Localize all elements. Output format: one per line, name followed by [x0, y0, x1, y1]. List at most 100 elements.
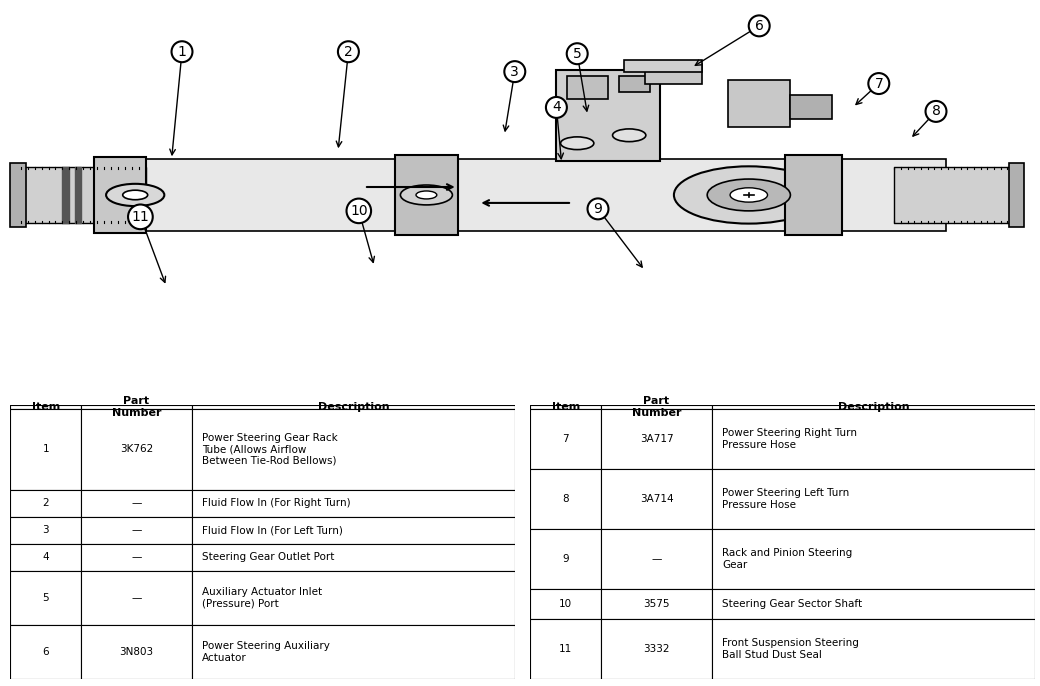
- Bar: [81, 517, 192, 544]
- Bar: [601, 619, 712, 679]
- Text: 11: 11: [560, 644, 572, 654]
- Bar: [81, 405, 192, 409]
- Bar: [601, 529, 712, 589]
- Text: 8: 8: [932, 104, 940, 119]
- Bar: [192, 490, 515, 517]
- FancyBboxPatch shape: [21, 167, 146, 223]
- Text: 11: 11: [131, 210, 150, 224]
- Text: —: —: [131, 552, 141, 563]
- Text: Steering Gear Outlet Port: Steering Gear Outlet Port: [202, 552, 335, 563]
- Circle shape: [613, 129, 646, 141]
- FancyBboxPatch shape: [395, 155, 458, 235]
- Circle shape: [561, 137, 594, 150]
- Text: Item: Item: [551, 402, 580, 412]
- Text: 5: 5: [43, 593, 49, 603]
- Text: 9: 9: [563, 554, 569, 564]
- Bar: [530, 469, 601, 529]
- FancyBboxPatch shape: [728, 80, 790, 128]
- Circle shape: [400, 185, 452, 205]
- Circle shape: [123, 190, 148, 200]
- Text: —: —: [131, 525, 141, 536]
- Bar: [712, 469, 1035, 529]
- Text: 1: 1: [178, 45, 186, 59]
- Bar: [81, 625, 192, 679]
- Text: 3: 3: [511, 64, 519, 79]
- Text: Part
Number: Part Number: [111, 396, 161, 418]
- Text: Power Steering Auxiliary
Actuator: Power Steering Auxiliary Actuator: [202, 641, 330, 663]
- FancyBboxPatch shape: [567, 75, 608, 99]
- Circle shape: [106, 184, 164, 206]
- Bar: [712, 529, 1035, 589]
- FancyBboxPatch shape: [556, 70, 660, 161]
- FancyBboxPatch shape: [785, 155, 842, 235]
- FancyBboxPatch shape: [94, 159, 946, 230]
- Text: 7: 7: [563, 434, 569, 445]
- Bar: [81, 490, 192, 517]
- Bar: [10, 625, 81, 679]
- FancyBboxPatch shape: [790, 95, 832, 119]
- Text: 10: 10: [350, 204, 367, 218]
- Bar: [10, 544, 81, 571]
- Bar: [601, 405, 712, 410]
- Circle shape: [674, 166, 824, 224]
- Bar: [81, 409, 192, 490]
- Circle shape: [730, 188, 768, 202]
- Text: 3K762: 3K762: [120, 445, 153, 454]
- Bar: [712, 589, 1035, 619]
- Bar: [10, 490, 81, 517]
- Text: 4: 4: [552, 100, 561, 115]
- FancyBboxPatch shape: [94, 157, 146, 233]
- Bar: [601, 589, 712, 619]
- Bar: [530, 529, 601, 589]
- Bar: [192, 544, 515, 571]
- Text: 9: 9: [594, 202, 602, 216]
- Text: 8: 8: [563, 494, 569, 504]
- Text: 3A717: 3A717: [640, 434, 673, 445]
- Bar: [530, 410, 601, 469]
- Bar: [75, 167, 81, 223]
- Text: Power Steering Right Turn
Pressure Hose: Power Steering Right Turn Pressure Hose: [722, 429, 857, 450]
- Bar: [81, 571, 192, 625]
- Bar: [530, 589, 601, 619]
- Bar: [712, 410, 1035, 469]
- Bar: [10, 409, 81, 490]
- Text: Front Suspension Steering
Ball Stud Dust Seal: Front Suspension Steering Ball Stud Dust…: [722, 639, 859, 660]
- Bar: [712, 619, 1035, 679]
- Text: —: —: [131, 499, 141, 508]
- Text: Description: Description: [837, 402, 909, 412]
- Circle shape: [416, 191, 437, 199]
- Text: —: —: [131, 593, 141, 603]
- Text: Power Steering Gear Rack
Tube (Allows Airflow
Between Tie-Rod Bellows): Power Steering Gear Rack Tube (Allows Ai…: [202, 433, 338, 466]
- Text: 3332: 3332: [644, 644, 670, 654]
- FancyBboxPatch shape: [894, 167, 1014, 223]
- Bar: [10, 405, 81, 409]
- FancyBboxPatch shape: [10, 163, 26, 227]
- Text: —: —: [651, 554, 661, 564]
- Text: 6: 6: [43, 647, 49, 657]
- Text: Power Steering Left Turn
Pressure Hose: Power Steering Left Turn Pressure Hose: [722, 488, 850, 510]
- Text: 4: 4: [43, 552, 49, 563]
- Text: 10: 10: [560, 599, 572, 609]
- Bar: [192, 517, 515, 544]
- Bar: [192, 571, 515, 625]
- Circle shape: [707, 179, 790, 211]
- Bar: [10, 517, 81, 544]
- Text: Auxiliary Actuator Inlet
(Pressure) Port: Auxiliary Actuator Inlet (Pressure) Port: [202, 587, 322, 609]
- Text: 2: 2: [344, 45, 353, 59]
- Text: 7: 7: [875, 77, 883, 91]
- Text: 6: 6: [755, 19, 763, 33]
- Text: 3A714: 3A714: [640, 494, 673, 504]
- Text: 3N803: 3N803: [120, 647, 154, 657]
- Text: 1: 1: [43, 445, 49, 454]
- Text: Steering Gear Sector Shaft: Steering Gear Sector Shaft: [722, 599, 862, 609]
- FancyBboxPatch shape: [645, 64, 702, 84]
- Bar: [192, 625, 515, 679]
- Bar: [81, 544, 192, 571]
- Bar: [62, 167, 69, 223]
- Bar: [712, 405, 1035, 410]
- Text: 2: 2: [43, 499, 49, 508]
- Bar: [601, 410, 712, 469]
- FancyBboxPatch shape: [1009, 163, 1024, 227]
- Text: 3: 3: [43, 525, 49, 536]
- Text: Rack and Pinion Steering
Gear: Rack and Pinion Steering Gear: [722, 548, 853, 570]
